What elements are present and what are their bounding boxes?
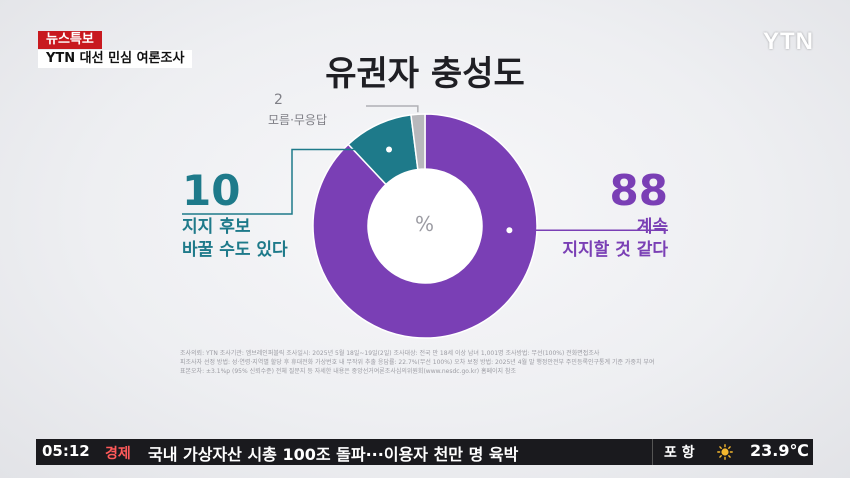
ticker-temperature: 23.9℃	[750, 441, 809, 460]
survey-footnotes: 조사의뢰: YTN 조사기관: 엠브레인퍼블릭 조사일시: 2025년 5월 1…	[180, 349, 680, 376]
news-special-tag: 뉴스특보	[38, 31, 102, 49]
slice-label-keep-line2: 지지할 것 같다	[562, 240, 668, 260]
leader-line-no-answer	[366, 105, 419, 113]
slice-value-keep-supporting: 88	[609, 166, 668, 215]
ticker-location: 포 항	[664, 445, 695, 461]
slice-label-may-change-line1: 지지 후보	[182, 217, 251, 237]
ytn-logo: YTN	[763, 28, 814, 55]
leader-dot-keep-supporting	[506, 227, 513, 234]
ticker-divider	[652, 439, 653, 465]
sun-icon	[717, 444, 733, 460]
leader-dot-may-change	[386, 146, 393, 153]
footnote-line: 조사의뢰: YTN 조사기관: 엠브레인퍼블릭 조사일시: 2025년 5월 1…	[180, 350, 600, 357]
slice-label-no-answer: 모름·무응답	[268, 113, 328, 127]
slice-label-keep-supporting: 계속 지지할 것 같다	[562, 216, 668, 262]
ticker-category: 경제	[105, 446, 131, 462]
news-ticker: 05:12 경제 국내 가상자산 시총 100조 돌파···이용자 천만 명 육…	[36, 439, 813, 465]
footnote-line: 피조사자 선정 방법: 성·연령·지역별 할당 후 휴대전화 가상번호 내 무작…	[180, 359, 655, 366]
leader-line-may-change	[182, 148, 390, 215]
program-subtitle: YTN 대선 민심 여론조사	[38, 50, 193, 68]
footnote-line: 표본오차: ±3.1%p (95% 신뢰수준) 전체 질문지 등 자세한 내용은…	[180, 368, 516, 375]
ticker-time: 05:12	[42, 442, 90, 460]
chart-title: 유권자 충성도	[325, 54, 525, 94]
slice-value-no-answer: 2	[274, 92, 283, 108]
unit-label: %	[415, 212, 435, 236]
slice-label-keep-line1: 계속	[636, 217, 668, 237]
ticker-headline: 국내 가상자산 시총 100조 돌파···이용자 천만 명 육박	[148, 445, 519, 464]
donut-hole	[368, 169, 482, 283]
slice-label-may-change: 지지 후보 바꿀 수도 있다	[182, 216, 288, 262]
slice-value-may-change: 10	[182, 166, 241, 215]
slice-label-may-change-line2: 바꿀 수도 있다	[182, 240, 288, 260]
